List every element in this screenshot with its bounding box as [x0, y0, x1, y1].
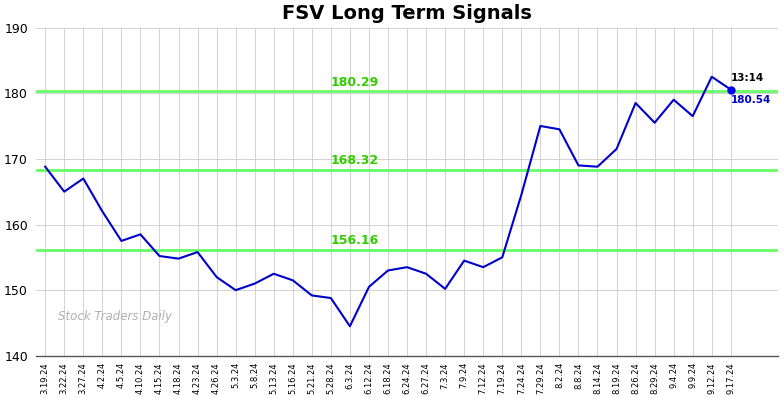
Text: Stock Traders Daily: Stock Traders Daily	[58, 310, 172, 323]
Text: 156.16: 156.16	[331, 234, 379, 247]
Text: 180.29: 180.29	[331, 76, 379, 89]
Title: FSV Long Term Signals: FSV Long Term Signals	[282, 4, 532, 23]
Text: 13:14: 13:14	[731, 73, 764, 83]
Text: 168.32: 168.32	[331, 154, 379, 167]
Text: 180.54: 180.54	[731, 95, 771, 105]
